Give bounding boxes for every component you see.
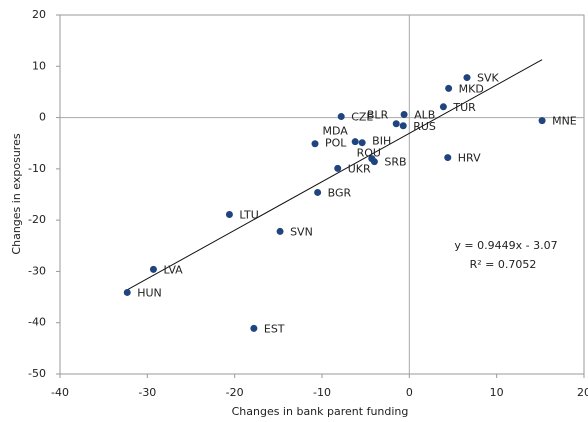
x-tick-label: 0 bbox=[406, 386, 413, 399]
plot-frame bbox=[59, 14, 585, 375]
point bbox=[439, 103, 447, 111]
x-tick-label: 20 bbox=[577, 386, 588, 399]
trendline-equation: y = 0.9449x - 3.07 bbox=[454, 239, 557, 252]
point bbox=[123, 288, 131, 296]
x-tick-label: -10 bbox=[313, 386, 331, 399]
point-label: SVN bbox=[290, 225, 313, 238]
point bbox=[250, 324, 258, 332]
point bbox=[225, 211, 233, 219]
x-tick-label: -30 bbox=[138, 386, 156, 399]
y-tick-label: -30 bbox=[28, 264, 46, 277]
x-axis-label: Changes in bank parent funding bbox=[232, 405, 409, 418]
y-tick-label: 20 bbox=[32, 8, 46, 21]
point bbox=[334, 164, 342, 172]
point bbox=[399, 122, 407, 130]
point bbox=[276, 227, 284, 235]
point-label: RUS bbox=[413, 120, 436, 133]
point-label: POL bbox=[325, 137, 347, 150]
point-label: HUN bbox=[137, 286, 162, 299]
point bbox=[337, 113, 345, 121]
y-tick-label: -50 bbox=[28, 367, 46, 380]
point-label: UKR bbox=[348, 162, 371, 175]
point bbox=[444, 154, 452, 162]
point bbox=[463, 74, 471, 82]
point bbox=[538, 117, 546, 125]
point-label: BIH bbox=[372, 135, 391, 148]
point bbox=[392, 120, 400, 128]
point bbox=[351, 138, 359, 146]
point-label: EST bbox=[264, 322, 285, 335]
point-label: BLR bbox=[367, 109, 389, 122]
point-label: ROU bbox=[357, 147, 381, 160]
point-label: HRV bbox=[458, 152, 481, 165]
point bbox=[445, 84, 453, 92]
point bbox=[400, 110, 408, 118]
y-tick-label: -10 bbox=[28, 162, 46, 175]
y-tick-label: -20 bbox=[28, 213, 46, 226]
point-label: SVK bbox=[477, 72, 500, 85]
point-label: MKD bbox=[459, 82, 484, 95]
point-label: LTU bbox=[239, 209, 258, 222]
point bbox=[370, 158, 378, 166]
point bbox=[314, 188, 322, 196]
point bbox=[311, 140, 319, 148]
x-tick-label: 10 bbox=[490, 386, 504, 399]
point-label: LVA bbox=[163, 263, 183, 276]
y-axis-label: Changes in exposures bbox=[10, 133, 23, 254]
y-tick-label: 10 bbox=[32, 59, 46, 72]
point bbox=[149, 265, 157, 273]
point-label: BGR bbox=[328, 186, 352, 199]
x-tick-label: -40 bbox=[51, 386, 69, 399]
point-label: CZE bbox=[351, 111, 373, 124]
trendline-r2: R² = 0.7052 bbox=[470, 258, 537, 271]
point-label: ALB bbox=[414, 108, 435, 121]
point-label: MDA bbox=[323, 125, 349, 138]
point bbox=[358, 139, 366, 147]
point-label: MNE bbox=[552, 115, 577, 128]
x-tick-label: -20 bbox=[226, 386, 244, 399]
y-tick-label: 0 bbox=[39, 111, 46, 124]
point-label: SRB bbox=[384, 156, 406, 169]
point-label: TUR bbox=[452, 101, 476, 114]
y-tick-label: -40 bbox=[28, 316, 46, 329]
trendline bbox=[127, 59, 543, 291]
